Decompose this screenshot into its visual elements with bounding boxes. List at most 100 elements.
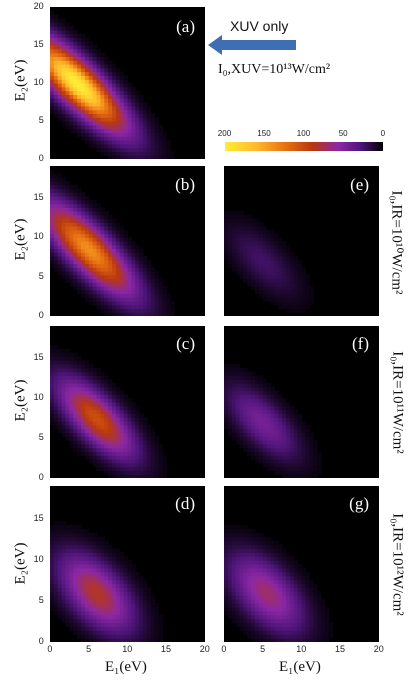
heatmap-cell: [84, 244, 90, 250]
heatmap-cell: [65, 60, 70, 65]
heatmap-cell: [115, 417, 121, 422]
heatmap-cell: [235, 599, 241, 604]
heatmap-cell: [81, 192, 86, 197]
heatmap-cell: [258, 244, 264, 250]
heatmap-cell: [119, 571, 125, 577]
heatmap-cell: [96, 421, 101, 426]
heatmap-cell: [309, 459, 314, 464]
heatmap-cell: [92, 447, 98, 452]
heatmap-cell: [81, 56, 86, 61]
heatmap-cell: [104, 571, 109, 577]
heatmap-cell: [297, 462, 303, 468]
heatmap-cell: [286, 474, 291, 478]
heatmap-cell: [251, 528, 256, 534]
heatmap-cell: [57, 33, 63, 38]
heatmap-cell: [247, 409, 252, 414]
heatmap-cell: [251, 599, 256, 604]
heatmap-cell: [150, 451, 156, 456]
heatmap-cell: [84, 124, 90, 130]
heatmap-cell: [231, 244, 237, 250]
heatmap-cell: [255, 567, 260, 573]
heatmap-cell: [108, 626, 113, 631]
heatmap-cell: [69, 379, 74, 384]
heatmap-cell: [258, 591, 264, 596]
heatmap-cell: [115, 229, 121, 235]
heatmap-cell: [251, 218, 256, 223]
heatmap-cell: [282, 274, 287, 280]
heatmap-cell: [143, 102, 148, 107]
heatmap-cell: [73, 428, 78, 433]
heatmap-cell: [57, 383, 63, 388]
heatmap-cell: [92, 548, 98, 553]
heatmap-cell: [127, 267, 132, 272]
heatmap-cell: [243, 256, 248, 261]
heatmap-cell: [119, 282, 125, 287]
heatmap-cell: [119, 603, 125, 608]
heatmap-cell: [266, 536, 272, 542]
heatmap-cell: [143, 421, 148, 426]
heatmap-cell: [309, 630, 314, 635]
heatmap-cell: [81, 33, 86, 38]
heatmap-cell: [65, 248, 70, 253]
heatmap-cell: [100, 560, 105, 565]
heatmap-cell: [77, 203, 82, 208]
heatmap-cell: [282, 579, 287, 585]
heatmap-cell: [108, 132, 113, 137]
heatmap-cell: [127, 474, 132, 478]
heatmap-cell: [258, 383, 264, 388]
heatmap-cell: [243, 443, 248, 449]
heatmap-cell: [127, 147, 132, 152]
heatmap-cell: [227, 428, 233, 433]
heatmap-cell: [50, 29, 55, 35]
heatmap-cell: [73, 37, 78, 42]
heatmap-cell: [135, 405, 140, 411]
heatmap-cell: [123, 132, 129, 137]
heatmap-cell: [108, 143, 113, 149]
heatmap-cell: [88, 79, 94, 84]
heatmap-cell: [239, 544, 244, 549]
heatmap-cell: [150, 124, 156, 130]
heatmap-cell: [227, 211, 233, 216]
heatmap-cell: [88, 222, 94, 227]
heatmap-cell: [278, 622, 283, 627]
heatmap-cell: [324, 630, 330, 635]
heatmap-cell: [61, 79, 67, 84]
heatmap-cell: [297, 436, 303, 441]
heatmap-cell: [50, 102, 55, 107]
heatmap-cell: [289, 304, 295, 310]
heatmap-cell: [108, 595, 113, 600]
heatmap-cell: [154, 128, 160, 133]
heatmap-cell: [65, 591, 70, 596]
heatmap-cell: [108, 248, 113, 253]
heatmap-cell: [282, 610, 287, 616]
heatmap-cell: [100, 60, 105, 65]
heatmap-cell: [104, 113, 109, 118]
heatmap-cell: [123, 440, 129, 445]
heatmap-cell: [92, 634, 98, 639]
heatmap-cell: [115, 405, 121, 411]
heatmap-cell: [286, 618, 291, 624]
heatmap-cell: [65, 267, 70, 272]
heatmap-cell: [282, 603, 287, 608]
heatmap-cell: [73, 440, 78, 445]
heatmap-cell: [115, 136, 121, 141]
heatmap-cell: [73, 367, 78, 373]
heatmap-cell: [146, 603, 152, 608]
heatmap-cell: [57, 583, 63, 588]
heatmap-cell: [50, 556, 55, 561]
heatmap-cell: [131, 140, 136, 145]
heatmap-cell: [297, 428, 303, 433]
heatmap-cell: [73, 117, 78, 122]
heatmap-cell: [297, 443, 303, 449]
heatmap-cell: [231, 610, 237, 616]
heatmap-cell: [135, 121, 140, 126]
heatmap-cell: [119, 390, 125, 395]
heatmap-cell: [57, 564, 63, 569]
heatmap-cell: [224, 417, 229, 422]
heatmap-cell: [251, 244, 256, 250]
heatmap-cell: [104, 398, 109, 403]
heatmap-cell: [69, 192, 74, 197]
heatmap-cell: [108, 241, 113, 246]
heatmap-cell: [108, 583, 113, 588]
heatmap-cell: [235, 610, 241, 616]
